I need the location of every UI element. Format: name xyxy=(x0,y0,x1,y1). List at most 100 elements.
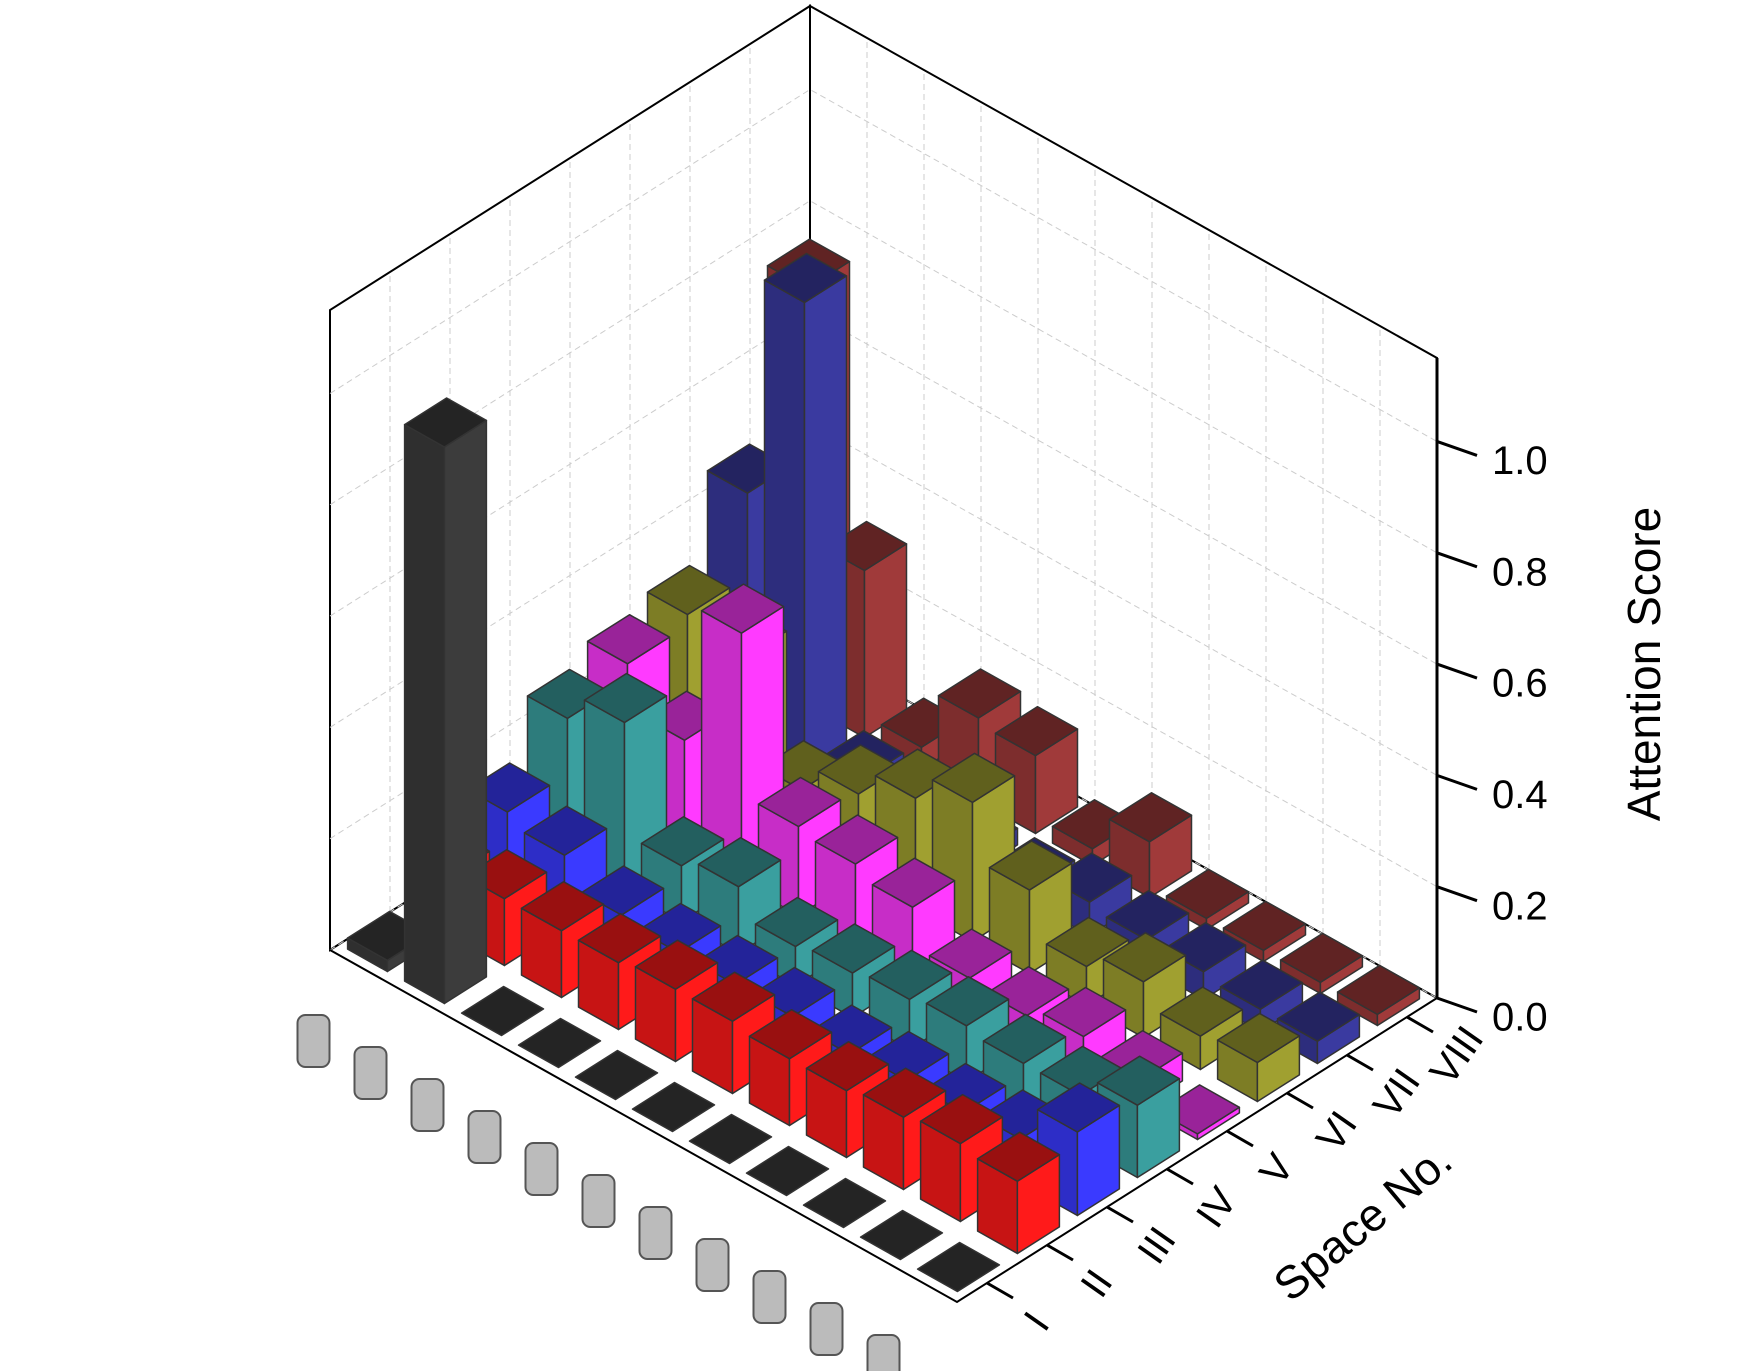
bar-face-side xyxy=(863,543,908,739)
bar-face-top xyxy=(577,912,662,964)
bar-face-top xyxy=(988,840,1073,891)
bar-face-top xyxy=(1102,932,1187,983)
z-tick xyxy=(1436,551,1478,569)
bar-face-top xyxy=(859,1209,944,1261)
y-tick xyxy=(1226,1129,1254,1148)
y-tick xyxy=(1346,1053,1374,1072)
item-icon xyxy=(296,1014,331,1068)
y-axis-title: Space No. xyxy=(1264,1133,1462,1311)
bar-face-top xyxy=(754,896,839,948)
z-tick-label: 0.8 xyxy=(1492,550,1548,594)
z-tick-label: 0.4 xyxy=(1492,773,1548,817)
bar-face-top xyxy=(862,1067,947,1118)
bar-face-top xyxy=(868,949,953,1001)
item-icon xyxy=(866,1334,901,1371)
y-tick xyxy=(1106,1205,1134,1224)
bar-face-side xyxy=(443,419,488,1005)
bar xyxy=(916,1241,1001,1293)
bar-face-top xyxy=(646,564,731,616)
item-icon xyxy=(524,1142,559,1196)
y-tick-label: VI xyxy=(1308,1104,1366,1160)
bar-face-top xyxy=(574,1049,659,1101)
bar-face-top xyxy=(811,923,896,974)
bar xyxy=(1279,932,1364,995)
bar-face-top xyxy=(805,1040,890,1092)
bar xyxy=(802,1177,887,1229)
bar-face-top xyxy=(631,1081,716,1133)
bar xyxy=(631,1081,716,1133)
bar xyxy=(460,985,545,1037)
bar-face-side xyxy=(803,275,848,777)
bar-face-top xyxy=(1219,959,1304,1010)
bar-face-top xyxy=(700,583,785,634)
bar-face-top xyxy=(976,1131,1061,1182)
z-axis-title: Attention Score xyxy=(1618,507,1670,822)
bar-face-top xyxy=(634,939,719,990)
z-tick xyxy=(1436,440,1478,457)
bar xyxy=(403,397,488,1005)
bar-face-top xyxy=(1222,900,1307,952)
bar-face-top xyxy=(1108,792,1193,843)
bar-face-top xyxy=(928,928,1013,979)
item-icon xyxy=(410,1078,445,1132)
bar-face-top xyxy=(520,880,605,932)
bar-face-top xyxy=(697,836,782,888)
bar-face-top xyxy=(466,762,551,813)
z-tick xyxy=(1436,773,1478,791)
bar-face-top xyxy=(1036,1082,1121,1133)
bar-face-top xyxy=(1159,986,1244,1037)
bar-face-top xyxy=(1216,1012,1301,1064)
bar-face-top xyxy=(748,1008,833,1060)
bar-face-top xyxy=(745,1145,830,1197)
bars xyxy=(346,238,1421,1293)
bar-face-top xyxy=(1279,932,1364,984)
bar-face-top xyxy=(763,252,848,304)
y-tick-label: VII xyxy=(1365,1061,1429,1126)
bar xyxy=(994,705,1079,835)
y-tick-label: III xyxy=(1129,1219,1184,1272)
y-tick xyxy=(1406,1015,1434,1034)
z-tick-label: 0.6 xyxy=(1492,662,1548,706)
bar-face-top xyxy=(1045,916,1130,968)
bar-face-top xyxy=(1096,1055,1181,1106)
bar xyxy=(976,1131,1061,1255)
bar-face-top xyxy=(814,814,899,865)
y-tick xyxy=(1166,1167,1194,1186)
bar-face-top xyxy=(1276,991,1361,1042)
bar xyxy=(517,1017,602,1069)
y-tick xyxy=(986,1281,1014,1300)
bar-face-top xyxy=(1105,889,1190,941)
bar-face-top xyxy=(982,1013,1067,1065)
bar-face-top xyxy=(916,1241,1001,1293)
bar-face-top xyxy=(994,705,1079,757)
bar-face-top xyxy=(937,668,1022,719)
bar-face-top xyxy=(688,1113,773,1165)
item-icon xyxy=(638,1206,673,1260)
bar xyxy=(1165,868,1250,931)
y-tick xyxy=(1046,1243,1074,1262)
bar xyxy=(688,1113,773,1165)
bar-face-top xyxy=(1336,964,1421,1016)
bar-face-top xyxy=(871,857,956,908)
bar-face-top xyxy=(931,752,1016,804)
y-tick-label: V xyxy=(1251,1146,1303,1193)
bar-face-top xyxy=(757,776,842,828)
z-tick xyxy=(1436,996,1478,1014)
y-tick-label: VIII xyxy=(1422,1018,1492,1092)
bar-face-top xyxy=(460,985,545,1037)
bar-face-top xyxy=(403,397,488,448)
bar-face-top xyxy=(517,1017,602,1069)
bar-face-top xyxy=(583,672,668,724)
z-tick-label: 1.0 xyxy=(1492,439,1548,483)
bar-face-front xyxy=(403,423,446,1005)
bar-face-top xyxy=(925,976,1010,1027)
bar-face-top xyxy=(1165,868,1250,920)
item-icon xyxy=(581,1174,616,1228)
bar-face-top xyxy=(802,1177,887,1229)
bar-face-top xyxy=(586,613,671,665)
y-tick-label: IV xyxy=(1188,1179,1246,1235)
z-tick-label: 0.2 xyxy=(1492,884,1548,928)
bar xyxy=(574,1049,659,1101)
